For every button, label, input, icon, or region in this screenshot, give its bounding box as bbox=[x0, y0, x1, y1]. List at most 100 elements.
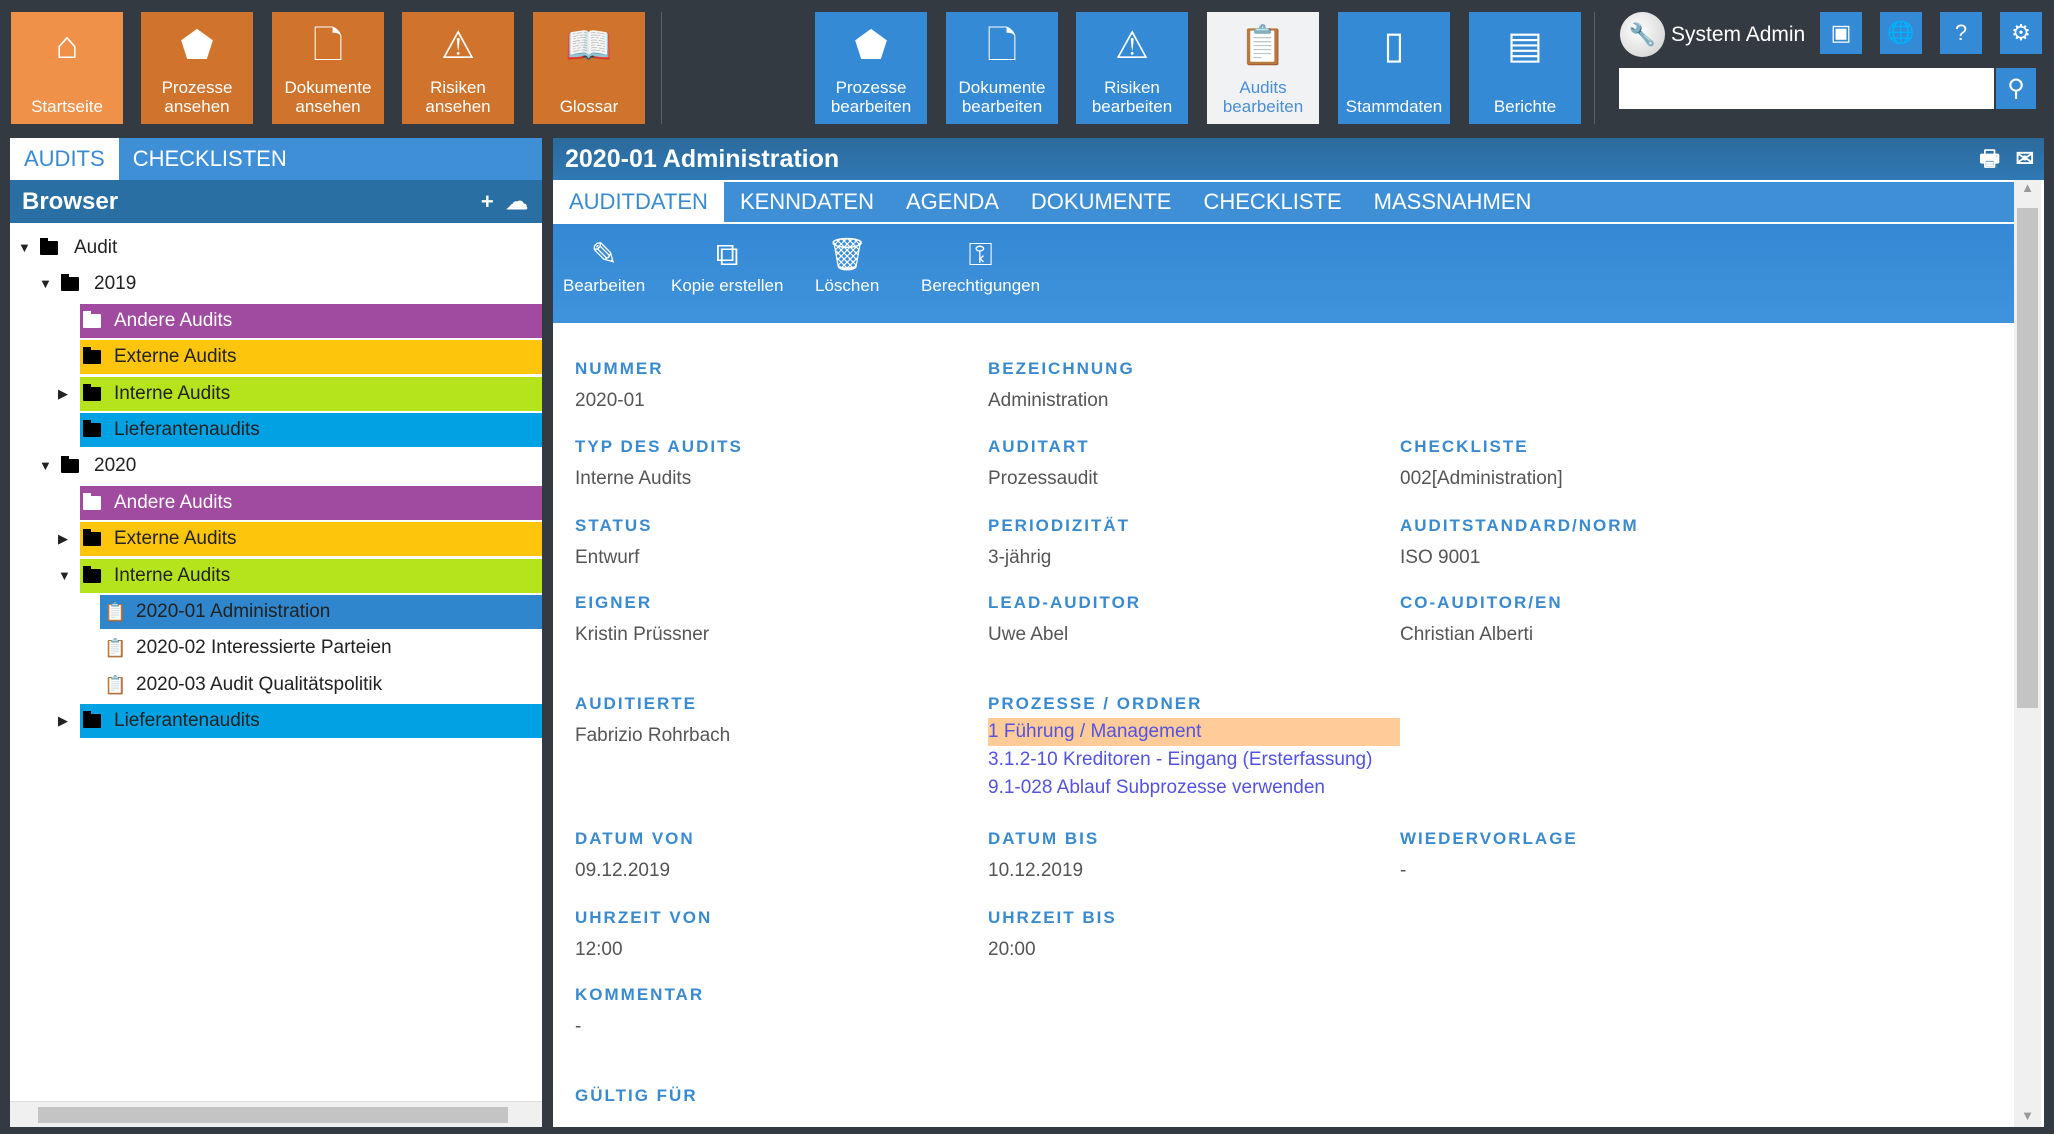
field-value: - bbox=[575, 1114, 698, 1127]
nav-reports[interactable]: ▤ Berichte bbox=[1469, 12, 1581, 124]
tree-audit-item[interactable]: 📋 2020-03 Audit Qualitätspolitik bbox=[10, 668, 542, 702]
nav-clipboard-check[interactable]: 📋 Audits bearbeiten bbox=[1207, 12, 1319, 124]
field-label: TYP DES AUDITS bbox=[575, 437, 743, 456]
tree-folder-item[interactable]: ▶ Interne Audits bbox=[10, 376, 542, 411]
field-datum-von: DATUM VON 09.12.2019 bbox=[575, 829, 695, 885]
field-label: LEAD-AUDITOR bbox=[988, 593, 1142, 612]
expanded-caret-icon[interactable]: ▼ bbox=[58, 567, 71, 583]
search-input[interactable] bbox=[1619, 68, 1994, 109]
nav-document-edit[interactable]: 🗋 Dokumente bearbeiten bbox=[946, 12, 1058, 124]
collapsed-caret-icon[interactable]: ▶ bbox=[58, 713, 68, 729]
tree-folder-item[interactable]: Andere Audits bbox=[10, 303, 542, 338]
tab-kenndaten[interactable]: KENNDATEN bbox=[739, 189, 874, 214]
user-avatar: 🔧 bbox=[1620, 12, 1665, 57]
process-link[interactable]: 3.1.2-10 Kreditoren - Eingang (Ersterfas… bbox=[988, 749, 1373, 770]
tree-item-label: Audit bbox=[74, 237, 118, 258]
process-link[interactable]: 9.1-028 Ablauf Subprozesse verwenden bbox=[988, 777, 1325, 798]
browser-title: Browser bbox=[22, 188, 119, 215]
field-periodizität: PERIODIZITÄT 3-jährig bbox=[988, 516, 1130, 572]
expanded-caret-icon[interactable]: ▼ bbox=[18, 240, 31, 255]
field-value: - bbox=[1400, 860, 1407, 881]
field-wiedervorlage: WIEDERVORLAGE - bbox=[1400, 829, 1578, 885]
tab-auditdaten[interactable]: AUDITDATEN bbox=[553, 182, 724, 222]
field-gültig-für: GÜLTIG FÜR - bbox=[575, 1086, 698, 1127]
print-icon[interactable]: 🖶 bbox=[1979, 146, 2000, 171]
collapsed-caret-icon[interactable]: ▶ bbox=[58, 385, 68, 401]
tree-item-label: 2020-01 Administration bbox=[136, 601, 331, 622]
action-label: Berechtigungen bbox=[921, 276, 1041, 295]
horizontal-scrollbar[interactable] bbox=[10, 1101, 542, 1127]
field-value: 2020-01 bbox=[575, 390, 645, 411]
vertical-scrollbar[interactable]: ▲ ▼ bbox=[2014, 180, 2041, 1127]
collapsed-caret-icon[interactable]: ▶ bbox=[58, 531, 68, 547]
cloud-download-icon[interactable]: ☁ bbox=[506, 189, 528, 214]
contact-card-button[interactable]: ▣ bbox=[1820, 12, 1862, 54]
nav-warning[interactable]: ⚠ Risiken ansehen bbox=[402, 12, 514, 124]
tree-folder-item[interactable]: Lieferantenaudits bbox=[10, 413, 542, 447]
row-highlight bbox=[80, 485, 542, 520]
nav-label: Dokumente ansehen bbox=[284, 78, 372, 116]
field-label: PERIODIZITÄT bbox=[988, 516, 1131, 535]
nav-process[interactable]: ⬟ Prozesse ansehen bbox=[141, 12, 253, 124]
nav-binder[interactable]: ▯ Stammdaten bbox=[1338, 12, 1450, 124]
tree-folder-item[interactable]: Externe Audits bbox=[10, 340, 542, 375]
tree-folder-item[interactable]: ▶ Externe Audits bbox=[10, 522, 542, 557]
field-status: STATUS Entwurf bbox=[575, 516, 652, 572]
folder-icon bbox=[61, 274, 79, 292]
tab-massnahmen[interactable]: MASSNAHMEN bbox=[1373, 189, 1532, 214]
key-button[interactable]: ⚿ Berechtigungen bbox=[921, 232, 1040, 296]
action-label: Kopie erstellen bbox=[671, 276, 784, 295]
tree-folder-item[interactable]: Andere Audits bbox=[10, 485, 542, 520]
tree-item-label: Lieferantenaudits bbox=[114, 419, 260, 440]
tab-checkliste[interactable]: CHECKLISTE bbox=[1203, 189, 1342, 214]
field-typ-des-audits: TYP DES AUDITS Interne Audits bbox=[575, 437, 743, 493]
nav-home[interactable]: ⌂ Startseite bbox=[11, 12, 123, 124]
process-link[interactable]: 1 Führung / Management bbox=[988, 718, 1400, 746]
tab-audits[interactable]: AUDITS bbox=[10, 138, 119, 180]
tab-agenda[interactable]: AGENDA bbox=[906, 189, 999, 214]
field-value: Interne Audits bbox=[575, 468, 692, 489]
nav-label: Risiken bearbeiten bbox=[1091, 78, 1173, 116]
trash-button[interactable]: 🗑 Löschen bbox=[815, 232, 879, 296]
row-highlight bbox=[100, 595, 542, 629]
nav-book[interactable]: 📖 Glossar bbox=[533, 12, 645, 124]
tab-checklisten[interactable]: CHECKLISTEN bbox=[132, 146, 287, 171]
help-icon: ? bbox=[1954, 20, 1968, 45]
field-auditart: AUDITART Prozessaudit bbox=[988, 437, 1098, 493]
globe-icon: 🌐 bbox=[1887, 20, 1915, 45]
pencil-button[interactable]: ✎ Bearbeiten bbox=[563, 232, 645, 296]
nav-document[interactable]: 🗋 Dokumente ansehen bbox=[272, 12, 384, 124]
search-button[interactable]: ⚲ bbox=[1996, 68, 2036, 109]
tree-folder-item[interactable]: ▼ Audit bbox=[10, 231, 542, 265]
tree-folder-item[interactable]: ▼ Interne Audits bbox=[10, 558, 542, 593]
tree-audit-item[interactable]: 📋 2020-02 Interessierte Parteien bbox=[10, 631, 542, 665]
tree-item-label: 2020-03 Audit Qualitätspolitik bbox=[136, 673, 383, 695]
row-highlight bbox=[80, 522, 542, 557]
tab-dokumente[interactable]: DOKUMENTE bbox=[1030, 189, 1172, 214]
user-menu[interactable]: 🔧 System Admin bbox=[1620, 12, 1805, 57]
nav-risk-edit[interactable]: ⚠ Risiken bearbeiten bbox=[1076, 12, 1188, 124]
help-button[interactable]: ? bbox=[1940, 12, 1982, 54]
expanded-caret-icon[interactable]: ▼ bbox=[39, 458, 52, 474]
tree-audit-item[interactable]: 📋 2020-01 Administration bbox=[10, 595, 542, 629]
expanded-caret-icon[interactable]: ▼ bbox=[39, 276, 52, 292]
row-highlight bbox=[80, 413, 542, 447]
add-icon[interactable]: + bbox=[480, 189, 494, 214]
tree-folder-item[interactable]: ▼ 2020 bbox=[10, 449, 542, 483]
globe-button[interactable]: 🌐 bbox=[1880, 12, 1922, 54]
settings-gear-button[interactable]: ⚙ bbox=[2000, 12, 2042, 54]
mail-icon[interactable]: ✉ bbox=[2015, 146, 2034, 171]
process-links: 1 Führung / Management 3.1.2-10 Kreditore… bbox=[988, 718, 1400, 802]
field-lead-auditor: LEAD-AUDITOR Uwe Abel bbox=[988, 593, 1141, 649]
field-value: 002[Administration] bbox=[1400, 468, 1563, 489]
field-uhrzeit-bis: UHRZEIT BIS 20:00 bbox=[988, 908, 1117, 964]
tree-folder-item[interactable]: ▶ Lieferantenaudits bbox=[10, 704, 542, 739]
tree-folder-item[interactable]: ▼ 2019 bbox=[10, 267, 542, 301]
nav-process-edit[interactable]: ⬟ Prozesse bearbeiten bbox=[815, 12, 927, 124]
field-label: CHECKLISTE bbox=[1400, 437, 1529, 456]
trash-icon: 🗑 bbox=[826, 236, 868, 272]
copy-button[interactable]: ⧉ Kopie erstellen bbox=[671, 232, 783, 296]
folder-icon bbox=[83, 420, 101, 437]
copy-icon: ⧉ bbox=[715, 236, 739, 272]
field-nummer: NUMMER 2020-01 bbox=[575, 359, 664, 415]
